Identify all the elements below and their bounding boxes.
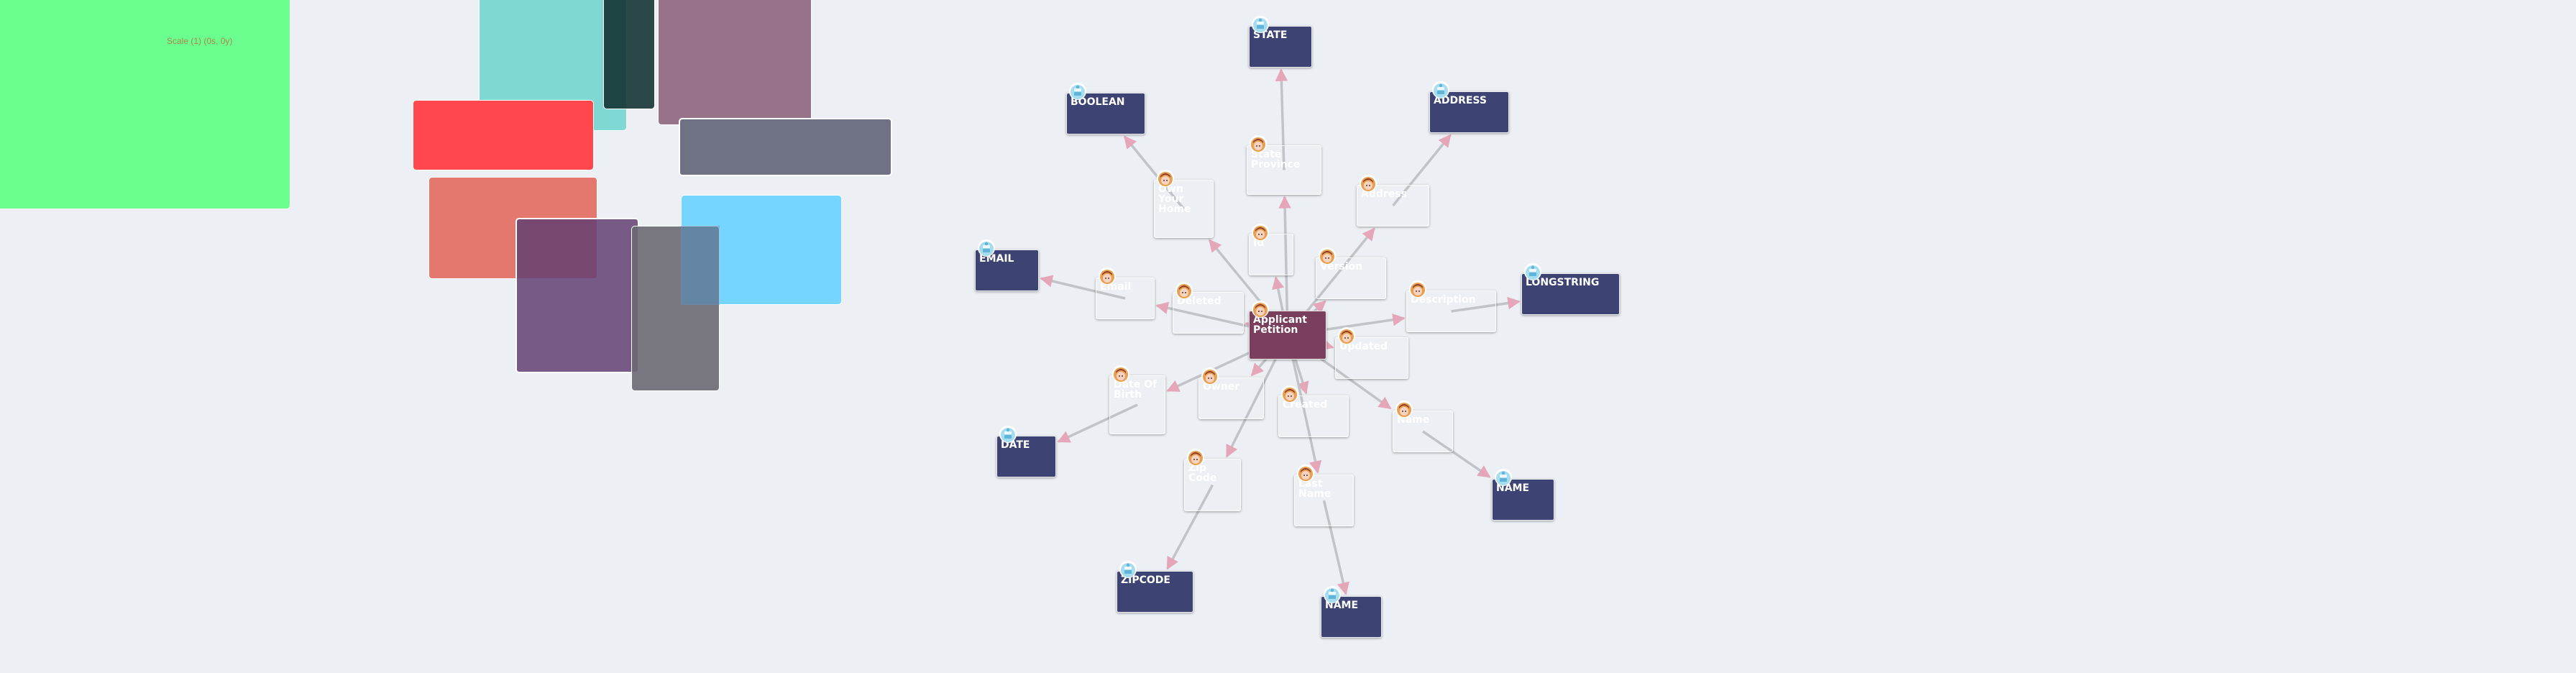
person-icon (1395, 400, 1413, 418)
datatype-icon (1323, 585, 1342, 604)
person-icon (1408, 280, 1427, 298)
node-label: Description (1411, 294, 1476, 306)
node-label: Deleted (1177, 296, 1221, 307)
node-label: Created (1283, 399, 1328, 411)
person-icon (1201, 367, 1219, 385)
edge-dob-to-date_t (1057, 403, 1138, 443)
person-icon (1251, 300, 1270, 319)
datatype-icon (1068, 82, 1087, 101)
green-rect (0, 0, 290, 209)
person-icon (1337, 326, 1356, 345)
edge-address-to-address_t (1392, 134, 1452, 207)
attribute-node-deleted[interactable]: Deleted (1173, 292, 1244, 334)
datatype-icon (977, 239, 996, 257)
datatype-icon (1523, 262, 1542, 281)
node-label: Zip Code (1188, 462, 1217, 484)
entity-node-applicant[interactable]: Applicant Petition (1249, 311, 1326, 360)
datatype-icon (1119, 560, 1137, 579)
node-label: ZIPCODE (1121, 574, 1170, 586)
datatype-icon (1494, 468, 1513, 487)
node-label: Address (1361, 188, 1407, 200)
person-icon (1111, 365, 1130, 383)
attribute-node-updated[interactable]: Updated (1335, 337, 1408, 379)
datatype-icon (999, 425, 1017, 444)
node-label: Version (1320, 261, 1363, 273)
node-label: Date Of Birth (1114, 379, 1158, 400)
person-icon (1175, 281, 1193, 300)
edge-own_home-to-boolean (1123, 135, 1185, 210)
edge-zip-to-zipcode_t (1166, 484, 1214, 570)
person-icon (1249, 134, 1268, 153)
datatype-icon (1431, 81, 1450, 99)
attribute-node-created[interactable]: Created (1278, 395, 1349, 437)
node-label: Updated (1339, 341, 1388, 352)
attribute-node-address[interactable]: Address (1357, 185, 1429, 226)
attribute-node-dob[interactable]: Date Of Birth (1109, 375, 1165, 434)
person-icon (1098, 267, 1117, 285)
person-icon (1280, 385, 1299, 403)
datatype-icon (1251, 15, 1270, 34)
attribute-node-version[interactable]: Version (1316, 257, 1386, 299)
cyan-rect-overlap (681, 226, 720, 305)
red-rect (413, 100, 594, 170)
node-label: LONGSTRING (1526, 277, 1600, 288)
dark-teal-rect (603, 0, 655, 109)
edge-email-to-email_t (1040, 275, 1126, 300)
attribute-node-own-home[interactable]: Own Your Home (1154, 180, 1214, 238)
person-icon (1251, 223, 1270, 242)
edge-name-to-name_t1 (1422, 430, 1491, 478)
edge-state_province-to-state (1275, 68, 1288, 170)
slate-rect (679, 118, 892, 176)
node-label: ADDRESS (1434, 95, 1487, 106)
person-icon (1156, 169, 1175, 188)
attribute-node-zip[interactable]: Zip Code (1184, 459, 1241, 511)
person-icon (1359, 174, 1378, 193)
person-icon (1296, 464, 1315, 482)
attribute-node-description[interactable]: Description (1406, 290, 1496, 332)
scale-label: Scale (1) (0s, 0y) (167, 36, 233, 46)
edge-description-to-longstring (1451, 296, 1521, 313)
node-label: Applicant Petition (1253, 314, 1307, 336)
node-label: Own Your Home (1158, 183, 1191, 215)
person-icon (1318, 247, 1337, 265)
node-label: BOOLEAN (1071, 96, 1125, 108)
edge-last_name-to-name_t2 (1322, 500, 1349, 595)
type-node-longstring[interactable]: LONGSTRING (1521, 273, 1620, 315)
person-icon (1186, 448, 1205, 467)
mauve-rect (658, 0, 812, 125)
